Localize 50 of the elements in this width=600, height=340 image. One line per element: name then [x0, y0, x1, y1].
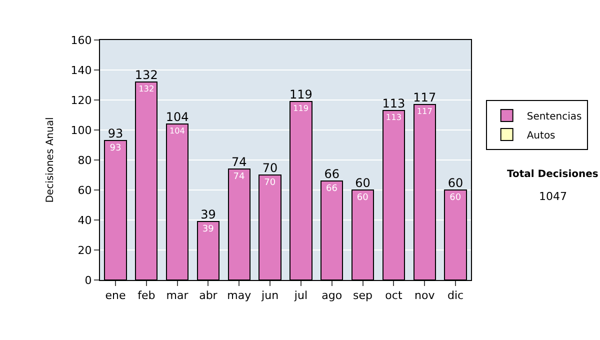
y-tick-label: 60 — [78, 184, 92, 197]
total-label: 60 — [448, 176, 464, 190]
total-label: 60 — [355, 176, 370, 190]
x-tick-label: ago — [322, 289, 342, 302]
data-label: 74 — [233, 172, 245, 182]
total-label: 39 — [200, 208, 216, 222]
data-label: 66 — [326, 184, 338, 194]
legend-label: Autos — [526, 130, 556, 142]
x-tick-label: dic — [447, 289, 464, 302]
x-tick-label: ene — [105, 289, 126, 302]
y-tick-label: 160 — [70, 34, 92, 47]
data-label: 39 — [202, 224, 214, 234]
x-tick-label: mar — [166, 289, 189, 302]
total-label: 113 — [382, 96, 406, 110]
x-tick-label: may — [227, 289, 252, 302]
data-label: 104 — [169, 126, 185, 136]
y-axis-title: Decisiones Anual — [44, 117, 56, 203]
data-label: 113 — [386, 112, 402, 122]
x-tick-label: jun — [260, 289, 279, 302]
data-label: 119 — [293, 104, 309, 113]
y-tick-label: 80 — [78, 154, 92, 167]
y-tick-label: 20 — [78, 244, 92, 257]
x-tick-label: abr — [199, 289, 218, 302]
data-label: 70 — [264, 178, 276, 188]
data-label: 117 — [416, 106, 432, 116]
total-label: 66 — [324, 167, 340, 181]
total-label: 117 — [413, 90, 436, 104]
x-tick-label: jul — [293, 289, 308, 302]
total-label: 104 — [166, 110, 189, 124]
x-tick-label: sep — [353, 289, 373, 302]
y-tick-label: 140 — [70, 64, 92, 77]
y-tick-label: 0 — [84, 274, 92, 287]
total-label: 74 — [231, 155, 247, 169]
x-tick-label: nov — [414, 289, 436, 302]
total-label: 119 — [290, 88, 312, 102]
total-label: 70 — [262, 161, 278, 175]
data-label: 60 — [356, 193, 369, 203]
total-label: 132 — [134, 68, 158, 82]
data-label: 60 — [450, 193, 462, 203]
text: 1047 — [539, 190, 567, 203]
x-tick-label: feb — [138, 289, 156, 302]
y-tick-label: 120 — [70, 94, 92, 107]
text: Total Decisiones — [507, 169, 598, 180]
y-tick-label: 100 — [70, 124, 92, 137]
total-label: 93 — [108, 126, 124, 140]
legend-label: Sentencias — [526, 111, 582, 122]
data-label: 93 — [110, 144, 122, 154]
y-tick-label: 40 — [78, 214, 92, 227]
x-tick-label: oct — [385, 289, 403, 302]
data-label: 132 — [138, 83, 154, 94]
